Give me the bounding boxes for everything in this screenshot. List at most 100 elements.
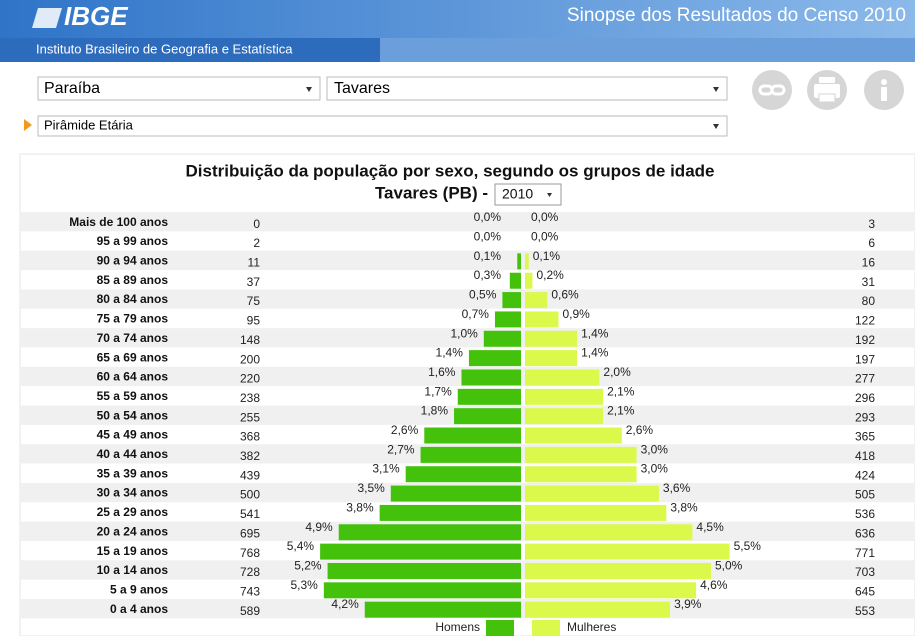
age-group: 65 a 69 anos [97, 350, 169, 364]
female-percent: 2,0% [603, 365, 631, 379]
female-bar [525, 562, 711, 579]
female-count: 418 [855, 449, 875, 463]
row-stripe [20, 289, 915, 309]
male-percent: 0,0% [474, 230, 502, 244]
male-count: 95 [247, 314, 261, 328]
state-value: Paraíba [44, 80, 100, 97]
year-select[interactable]: 2010 [494, 183, 562, 206]
male-count: 238 [240, 391, 260, 405]
institute-strip [0, 38, 380, 62]
male-count: 220 [240, 372, 260, 386]
view-select[interactable]: Pirâmide Etária [37, 115, 728, 137]
female-percent: 4,5% [696, 520, 724, 534]
female-percent: 2,1% [607, 404, 635, 418]
male-count: 368 [240, 430, 260, 444]
female-percent: 3,9% [674, 597, 702, 611]
male-percent: 3,8% [346, 500, 374, 514]
year-value: 2010 [502, 186, 533, 202]
age-group: 25 a 29 anos [97, 505, 169, 519]
male-count: 589 [240, 604, 260, 618]
female-percent: 0,6% [551, 288, 579, 302]
age-group: 30 a 34 anos [97, 486, 169, 500]
female-percent: 3,8% [670, 500, 698, 514]
city-value: Tavares [334, 80, 390, 97]
female-bar [525, 601, 671, 618]
logo-emblem [32, 8, 62, 28]
male-percent: 4,9% [305, 520, 333, 534]
female-count: 424 [855, 468, 875, 482]
female-count: 197 [855, 352, 875, 366]
female-count: 277 [855, 372, 875, 386]
chart-title: Distribuição da população por sexo, segu… [186, 161, 715, 180]
male-percent: 1,7% [424, 384, 452, 398]
view-marker [24, 119, 32, 131]
male-count: 11 [248, 256, 261, 270]
female-percent: 1,4% [581, 346, 609, 360]
female-count: 192 [855, 333, 875, 347]
male-count: 541 [240, 507, 260, 521]
male-count: 2 [253, 236, 260, 250]
female-bar [525, 292, 548, 309]
header-title: Sinopse dos Resultados do Censo 2010 [567, 5, 906, 26]
male-count: 0 [253, 217, 260, 231]
female-count: 365 [855, 430, 875, 444]
info-button[interactable] [864, 70, 904, 110]
male-bar [364, 601, 521, 618]
male-percent: 4,2% [331, 597, 359, 611]
male-bar [420, 446, 521, 463]
male-bar [320, 543, 521, 560]
female-percent: 2,6% [626, 423, 654, 437]
age-group: 55 a 59 anos [97, 389, 169, 403]
male-percent: 5,3% [290, 578, 318, 592]
female-percent: 3,0% [641, 462, 669, 476]
age-group: 80 a 84 anos [97, 292, 169, 306]
male-count: 200 [240, 352, 260, 366]
pyramid: Mais de 100 anos 0 3 0,0% 0,0% 95 a 99 anos 2 6… [20, 210, 915, 619]
print-button[interactable] [807, 70, 847, 110]
male-bar [327, 562, 521, 579]
institute-name: Instituto Brasileiro de Geografia e Esta… [36, 41, 293, 56]
female-percent: 0,9% [562, 307, 590, 321]
legend-swatch [532, 620, 560, 636]
age-group: Mais de 100 anos [69, 215, 168, 229]
male-count: 695 [240, 526, 260, 540]
female-percent: 0,2% [536, 268, 564, 282]
male-count: 768 [240, 546, 260, 560]
female-percent: 1,4% [581, 326, 609, 340]
age-group: 75 a 79 anos [97, 312, 169, 326]
female-count: 296 [855, 391, 875, 405]
female-percent: 3,6% [663, 481, 691, 495]
female-bar [525, 330, 578, 347]
age-group: 85 a 89 anos [97, 273, 169, 287]
female-percent: 0,1% [533, 249, 561, 263]
female-bar [525, 485, 659, 502]
female-bar [525, 350, 578, 367]
male-percent: 3,5% [357, 481, 385, 495]
city-select[interactable]: Tavares [326, 76, 728, 101]
male-bar [379, 504, 521, 521]
link-button[interactable] [752, 70, 792, 110]
male-percent: 1,8% [421, 404, 449, 418]
legend-label: Mulheres [567, 620, 616, 634]
female-bar [525, 543, 730, 560]
state-select[interactable]: Paraíba [37, 76, 321, 101]
male-percent: 1,6% [428, 365, 456, 379]
male-count: 439 [240, 468, 260, 482]
age-group: 50 a 54 anos [97, 408, 169, 422]
age-group: 20 a 24 anos [97, 524, 169, 538]
male-bar [468, 350, 521, 367]
male-bar [405, 466, 521, 483]
female-count: 31 [862, 275, 876, 289]
male-percent: 2,7% [387, 442, 415, 456]
male-count: 500 [240, 488, 260, 502]
row-stripe [20, 212, 915, 232]
male-bar [424, 427, 521, 444]
age-group: 35 a 39 anos [97, 466, 169, 480]
female-bar [525, 253, 529, 270]
male-percent: 2,6% [391, 423, 419, 437]
female-count: 636 [855, 526, 875, 540]
header-bar [0, 0, 915, 38]
female-count: 80 [862, 294, 876, 308]
male-percent: 1,4% [436, 346, 464, 360]
male-bar [454, 408, 521, 425]
